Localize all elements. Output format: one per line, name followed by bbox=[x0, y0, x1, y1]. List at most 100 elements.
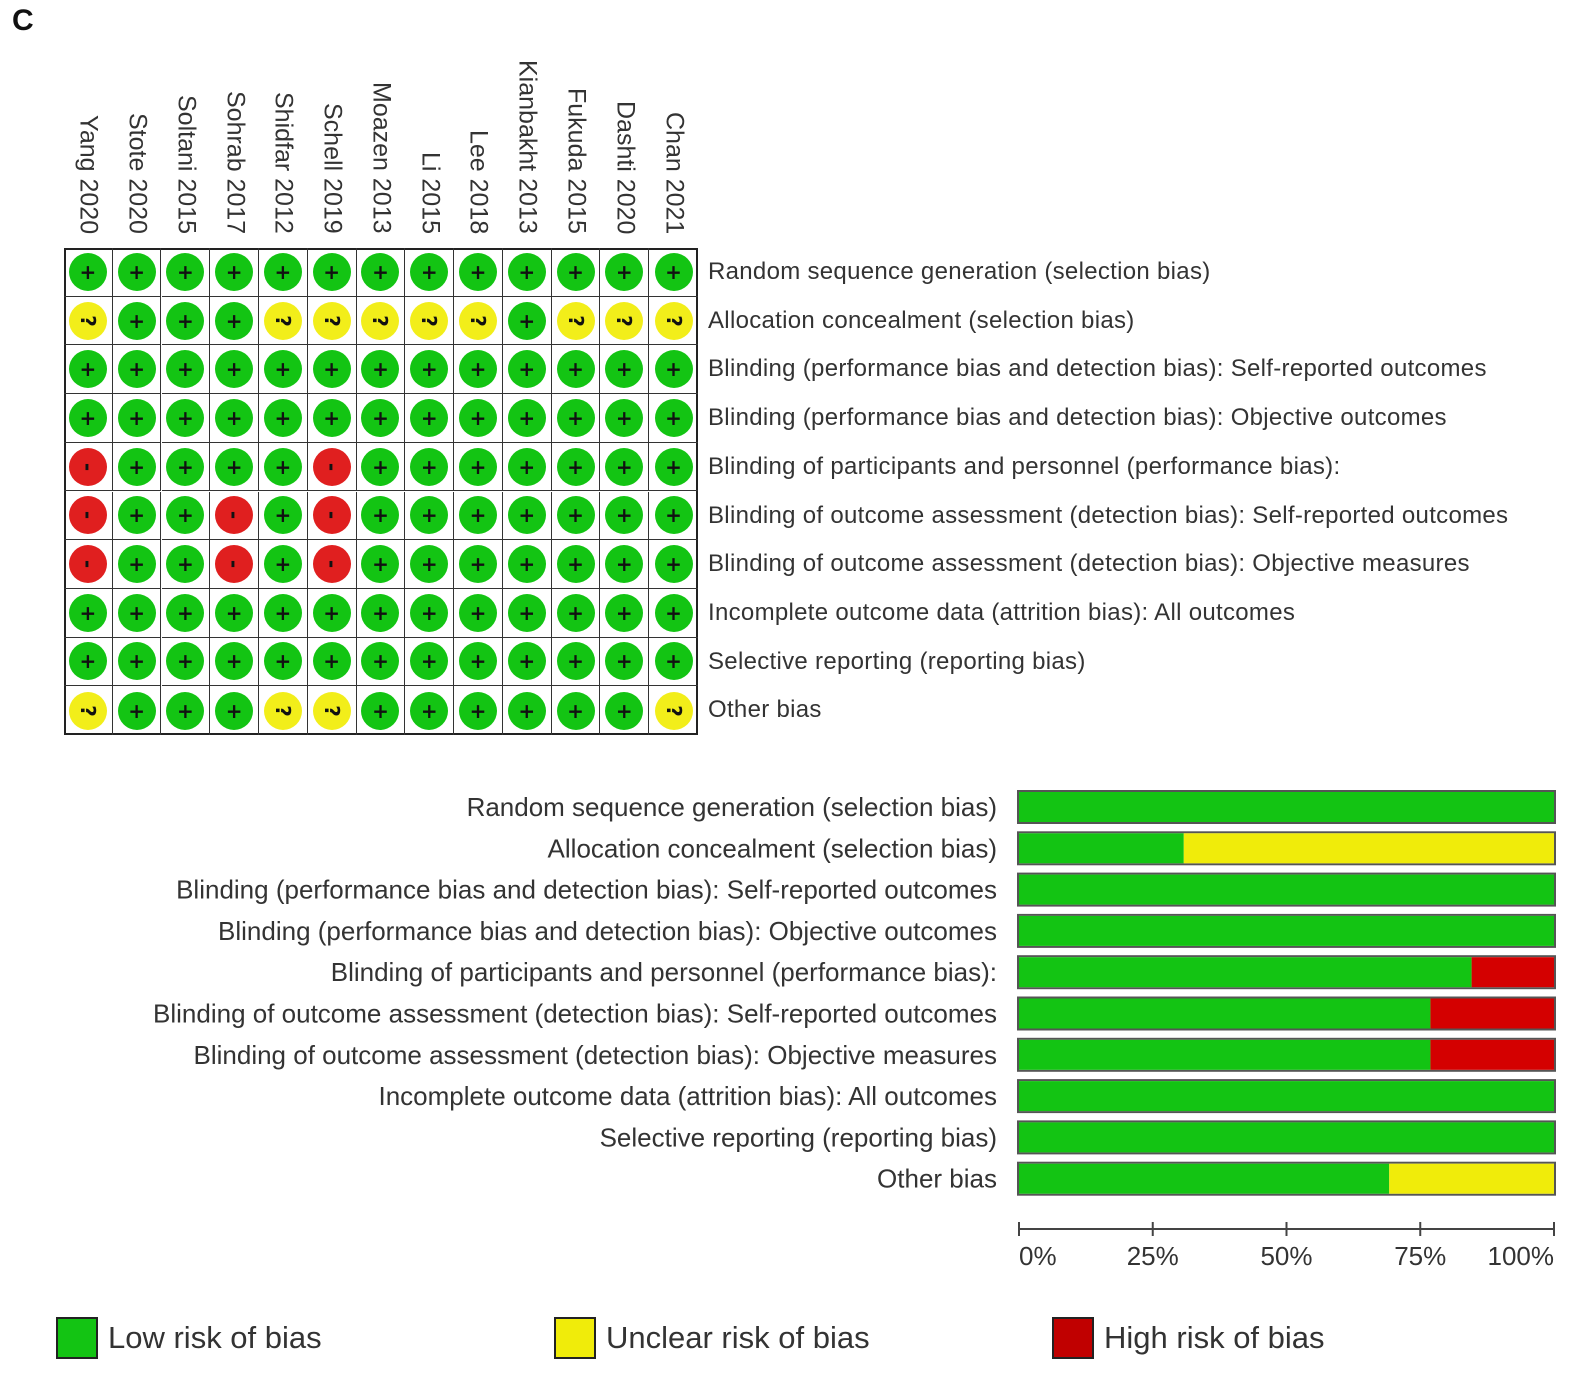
judgement-low-icon: + bbox=[361, 642, 400, 681]
judgement-low-icon: + bbox=[117, 642, 156, 681]
judgement-low-icon: + bbox=[117, 545, 156, 584]
legend-item-unclear: Unclear risk of bias bbox=[554, 1314, 870, 1362]
judgement-low-icon: + bbox=[215, 642, 254, 681]
judgement-cell: + bbox=[259, 345, 308, 395]
study-header: Shidfar 2012 bbox=[259, 30, 308, 240]
judgement-cell: + bbox=[405, 588, 455, 638]
bar-segment-low bbox=[1019, 915, 1554, 946]
bar-category-label: Blinding of outcome assessment (detectio… bbox=[153, 999, 997, 1029]
judgement-cell: + bbox=[210, 394, 259, 443]
bar-segment-high bbox=[1430, 998, 1554, 1029]
judgement-cell: + bbox=[502, 442, 552, 492]
bar-category-label: Random sequence generation (selection bi… bbox=[467, 792, 997, 822]
judgement-low-icon: + bbox=[410, 398, 449, 437]
panel-label: C bbox=[12, 4, 34, 37]
summary-domain-label: Blinding (performance bias and detection… bbox=[708, 404, 1447, 432]
judgement-cell: + bbox=[600, 540, 650, 589]
judgement-unclear-icon: ? bbox=[312, 691, 351, 730]
judgement-cell: + bbox=[210, 296, 259, 346]
judgement-low-icon: + bbox=[68, 642, 107, 681]
judgement-cell: ? bbox=[64, 296, 113, 346]
judgement-low-icon: + bbox=[605, 593, 644, 632]
judgement-cell: - bbox=[64, 491, 113, 541]
judgement-cell: + bbox=[649, 492, 698, 541]
judgement-cell: + bbox=[405, 540, 455, 589]
judgement-cell: + bbox=[259, 442, 308, 492]
judgement-low-icon: + bbox=[361, 545, 400, 584]
study-name: Chan 2021 bbox=[660, 111, 689, 234]
judgement-low-icon: + bbox=[507, 252, 546, 291]
judgement-cell: + bbox=[112, 296, 162, 346]
judgement-low-icon: + bbox=[556, 350, 595, 389]
judgement-low-icon: + bbox=[117, 496, 156, 535]
judgement-cell: + bbox=[551, 345, 601, 395]
bar-category-label: Blinding of outcome assessment (detectio… bbox=[194, 1040, 998, 1070]
judgement-low-icon: + bbox=[312, 252, 351, 291]
judgement-unclear-icon: ? bbox=[263, 301, 302, 340]
judgement-cell: + bbox=[210, 248, 259, 297]
judgement-low-icon: + bbox=[410, 252, 449, 291]
judgement-low-icon: + bbox=[312, 642, 351, 681]
judgement-cell: + bbox=[649, 589, 698, 638]
summary-domain-label: Blinding (performance bias and detection… bbox=[708, 355, 1487, 383]
judgement-low-icon: + bbox=[605, 691, 644, 730]
judgement-low-icon: + bbox=[361, 350, 400, 389]
judgement-low-icon: + bbox=[263, 252, 302, 291]
judgement-cell: + bbox=[600, 345, 650, 395]
bar-category-label: Blinding (performance bias and detection… bbox=[218, 916, 997, 946]
legend-label-low: Low risk of bias bbox=[108, 1320, 322, 1355]
judgement-cell: + bbox=[161, 491, 211, 541]
judgement-high-icon: - bbox=[215, 496, 254, 535]
legend-item-low: Low risk of bias bbox=[56, 1314, 322, 1362]
judgement-cell: + bbox=[112, 345, 162, 395]
judgement-cell: ? bbox=[64, 686, 113, 735]
bar-segment-low bbox=[1019, 957, 1472, 988]
summary-domain-label: Random sequence generation (selection bi… bbox=[708, 258, 1211, 285]
bar-category-label: Incomplete outcome data (attrition bias)… bbox=[378, 1081, 997, 1111]
judgement-low-icon: + bbox=[312, 593, 351, 632]
judgement-low-icon: + bbox=[556, 398, 595, 437]
judgement-cell: + bbox=[551, 588, 601, 638]
bar-segment-low bbox=[1019, 792, 1554, 822]
judgement-cell: + bbox=[454, 540, 503, 589]
judgement-low-icon: + bbox=[458, 545, 497, 584]
judgement-cell: ? bbox=[551, 296, 601, 346]
study-header: Lee 2018 bbox=[454, 30, 503, 240]
judgement-cell: + bbox=[112, 540, 162, 589]
judgement-cell: + bbox=[307, 637, 357, 687]
judgement-cell: + bbox=[259, 588, 308, 638]
judgement-cell: + bbox=[551, 540, 601, 589]
judgement-low-icon: + bbox=[68, 398, 107, 437]
judgement-low-icon: + bbox=[312, 350, 351, 389]
judgement-high-icon: - bbox=[312, 496, 351, 535]
judgement-cell: ? bbox=[454, 296, 503, 346]
summary-domain-label: Blinding of outcome assessment (detectio… bbox=[708, 501, 1509, 529]
judgement-cell: + bbox=[454, 442, 503, 492]
judgement-cell: + bbox=[64, 248, 113, 297]
judgement-low-icon: + bbox=[458, 496, 497, 535]
judgement-cell: + bbox=[405, 686, 455, 735]
judgement-low-icon: + bbox=[215, 691, 254, 730]
judgement-low-icon: + bbox=[117, 593, 156, 632]
study-header: Yang 2020 bbox=[64, 30, 113, 240]
bar-segment-high bbox=[1430, 1039, 1554, 1070]
summary-domain-label: Allocation concealment (selection bias) bbox=[708, 306, 1135, 334]
bar-category-label: Allocation concealment (selection bias) bbox=[548, 833, 997, 863]
judgement-low-icon: + bbox=[361, 496, 400, 535]
judgement-low-icon: + bbox=[556, 593, 595, 632]
judgement-low-icon: + bbox=[166, 252, 205, 291]
judgement-low-icon: + bbox=[507, 496, 546, 535]
judgement-high-icon: - bbox=[68, 496, 107, 535]
judgement-cell: + bbox=[649, 248, 698, 297]
judgement-low-icon: + bbox=[117, 447, 156, 486]
bar-segment-unclear bbox=[1183, 833, 1554, 864]
judgement-unclear-icon: ? bbox=[605, 301, 644, 340]
judgement-cell: - bbox=[64, 540, 113, 589]
judgement-cell: + bbox=[259, 637, 308, 687]
summary-row: - + + + + - + + + + + + + bbox=[64, 442, 698, 492]
judgement-low-icon: + bbox=[458, 593, 497, 632]
judgement-low-icon: + bbox=[410, 350, 449, 389]
judgement-low-icon: + bbox=[166, 496, 205, 535]
judgement-cell: ? bbox=[308, 686, 357, 735]
judgement-low-icon: + bbox=[117, 398, 156, 437]
